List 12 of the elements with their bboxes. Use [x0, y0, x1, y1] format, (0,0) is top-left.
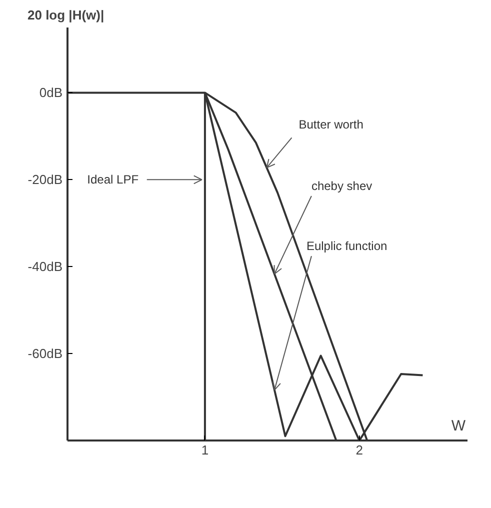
annotation: Eulplic function	[306, 239, 388, 254]
x-tick-label: 1	[201, 442, 209, 458]
y-tick-label: -20dB	[28, 172, 63, 188]
y-tick-label: 0dB	[39, 85, 63, 100]
annotation: Ideal LPF	[87, 172, 139, 187]
y-axis-title: 20 log |H(w)|	[28, 8, 104, 22]
annotation: Butter worth	[298, 118, 364, 132]
y-tick-label: -60dB	[28, 346, 63, 362]
y-tick-label: -40dB	[28, 259, 63, 274]
x-axis-title: W	[451, 418, 466, 434]
x-tick-label: 2	[356, 442, 364, 458]
annotation: cheby shev	[311, 178, 372, 193]
